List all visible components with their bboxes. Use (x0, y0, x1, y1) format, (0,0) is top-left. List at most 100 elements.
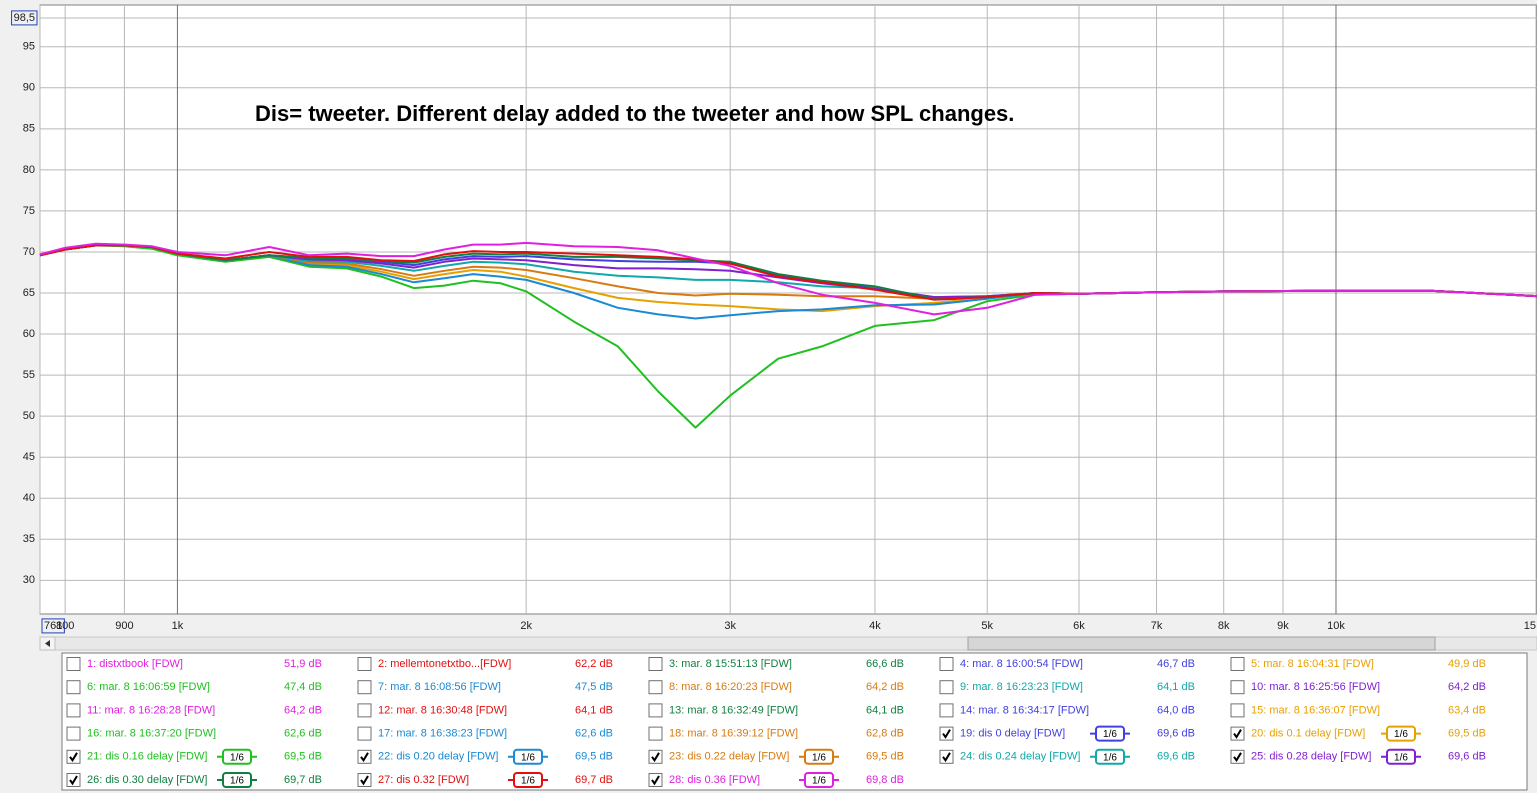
smoothing-box[interactable] (1386, 748, 1416, 765)
x-tick-label: 761 (44, 620, 62, 632)
smoothing-box[interactable] (222, 772, 252, 788)
checkbox[interactable] (66, 703, 81, 718)
y-tick-label: 80 (23, 164, 35, 176)
smoothing-label: 1/6 (230, 752, 244, 763)
legend-name: 10: mar. 8 16:25:56 [FDW] (1251, 681, 1380, 693)
legend-name: 15: mar. 8 16:36:07 [FDW] (1251, 704, 1380, 716)
checkmark (360, 752, 369, 763)
checkbox[interactable] (648, 703, 663, 718)
legend-name: 6: mar. 8 16:06:59 [FDW] (87, 681, 210, 693)
checkbox[interactable] (648, 657, 663, 671)
x-tick-label: 6k (1073, 620, 1085, 632)
legend-level: 69,6 dB (1448, 751, 1486, 763)
smoothing-box[interactable] (804, 748, 834, 765)
legend-name: 28: dis 0.36 [FDW] (669, 774, 760, 786)
legend-level: 64,2 dB (866, 681, 904, 693)
checkbox[interactable] (1230, 680, 1245, 695)
smoothing-box[interactable] (513, 772, 543, 788)
checkmark (1233, 752, 1242, 763)
smoothing-box[interactable] (1095, 748, 1125, 765)
checkbox[interactable] (357, 657, 372, 671)
smoothing-box[interactable] (513, 748, 543, 765)
legend-level: 62,6 dB (575, 728, 613, 740)
checkbox[interactable] (66, 680, 81, 695)
checkmark (942, 729, 951, 739)
checkmark (69, 752, 78, 763)
legend-level: 47,4 dB (284, 681, 322, 693)
legend-name: 26: dis 0.30 delay [FDW] (87, 774, 207, 786)
checkbox[interactable] (66, 657, 81, 671)
smoothing-box[interactable] (222, 748, 252, 765)
legend-name: 2: mellemtonetxtbo...[FDW] (378, 658, 511, 670)
legend-level: 64,1 dB (866, 704, 904, 716)
legend: 1: distxtbook [FDW] 51,9 dB 2: mellemtonet… (66, 657, 1486, 788)
checkmark (651, 752, 660, 763)
y-tick-label: 90 (23, 82, 35, 94)
legend-name: 14: mar. 8 16:34:17 [FDW] (960, 704, 1089, 716)
legend-name: 13: mar. 8 16:32:49 [FDW] (669, 704, 798, 716)
checkbox[interactable] (939, 680, 954, 695)
smoothing-label: 1/6 (1103, 729, 1117, 740)
legend-level: 69,8 dB (866, 774, 904, 786)
checkbox[interactable] (939, 703, 954, 718)
y-tick-label: 40 (23, 492, 35, 504)
legend-level: 66,6 dB (866, 658, 904, 670)
x-tick-label: 5k (981, 620, 993, 632)
legend-name: 20: dis 0.1 delay [FDW] (1251, 728, 1365, 740)
smoothing-box[interactable] (1095, 725, 1125, 742)
legend-name: 11: mar. 8 16:28:28 [FDW] (87, 704, 215, 716)
checkbox[interactable] (357, 726, 372, 741)
legend-level: 64,0 dB (1157, 704, 1195, 716)
smoothing-box[interactable] (804, 772, 834, 788)
legend-level: 64,1 dB (1157, 681, 1195, 693)
y-tick-label: 45 (23, 451, 35, 463)
legend-level: 69,7 dB (284, 774, 322, 786)
legend-level: 62,2 dB (575, 658, 613, 670)
legend-level: 64,2 dB (1448, 681, 1486, 693)
legend-level: 64,2 dB (284, 704, 322, 716)
x-tick-label: 4k (869, 620, 881, 632)
x-tick-label: 900 (115, 620, 133, 632)
x-left-box (41, 618, 65, 634)
checkmark (942, 752, 951, 763)
scroll-thumb[interactable] (967, 636, 1436, 651)
legend-name: 18: mar. 8 16:39:12 [FDW] (669, 728, 798, 740)
legend-level: 69,5 dB (1448, 728, 1486, 740)
smoothing-label: 1/6 (521, 776, 535, 787)
x-tick-label: 9k (1277, 620, 1289, 632)
legend-level: 69,5 dB (575, 751, 613, 763)
y-tick-label: 70 (23, 246, 35, 258)
legend-name: 23: dis 0.22 delay [FDW] (669, 751, 789, 763)
legend-name: 5: mar. 8 16:04:31 [FDW] (1251, 658, 1374, 670)
smoothing-label: 1/6 (521, 752, 535, 763)
curves (39, 241, 1537, 429)
legend-name: 27: dis 0.32 [FDW] (378, 774, 469, 786)
x-tick-label: 10k (1327, 620, 1345, 632)
legend-panel (61, 652, 1528, 791)
legend-name: 9: mar. 8 16:23:23 [FDW] (960, 681, 1083, 693)
checkbox[interactable] (66, 726, 81, 741)
y-tick-label: 75 (23, 205, 35, 217)
x-tick-label: 3k (724, 620, 736, 632)
checkbox[interactable] (648, 726, 663, 741)
smoothing-label: 1/6 (1394, 752, 1408, 763)
legend-name: 4: mar. 8 16:00:54 [FDW] (960, 658, 1083, 670)
smoothing-box[interactable] (1386, 725, 1416, 742)
legend-level: 63,4 dB (1448, 704, 1486, 716)
legend-name: 12: mar. 8 16:30:48 [FDW] (378, 704, 507, 716)
checkbox[interactable] (939, 657, 954, 671)
checkbox[interactable] (648, 680, 663, 695)
legend-level: 69,5 dB (284, 751, 322, 763)
checkbox[interactable] (357, 680, 372, 695)
checkbox[interactable] (1230, 703, 1245, 718)
checkbox[interactable] (357, 703, 372, 718)
checkbox[interactable] (1230, 657, 1245, 671)
y-tick-label: 60 (23, 328, 35, 340)
y-tick-label: 65 (23, 287, 35, 299)
legend-name: 24: dis 0.24 delay [FDW] (960, 751, 1080, 763)
legend-level: 62,6 dB (284, 728, 322, 740)
y-tick-label: 98,5 (14, 12, 35, 24)
legend-name: 16: mar. 8 16:37:20 [FDW] (87, 728, 216, 740)
